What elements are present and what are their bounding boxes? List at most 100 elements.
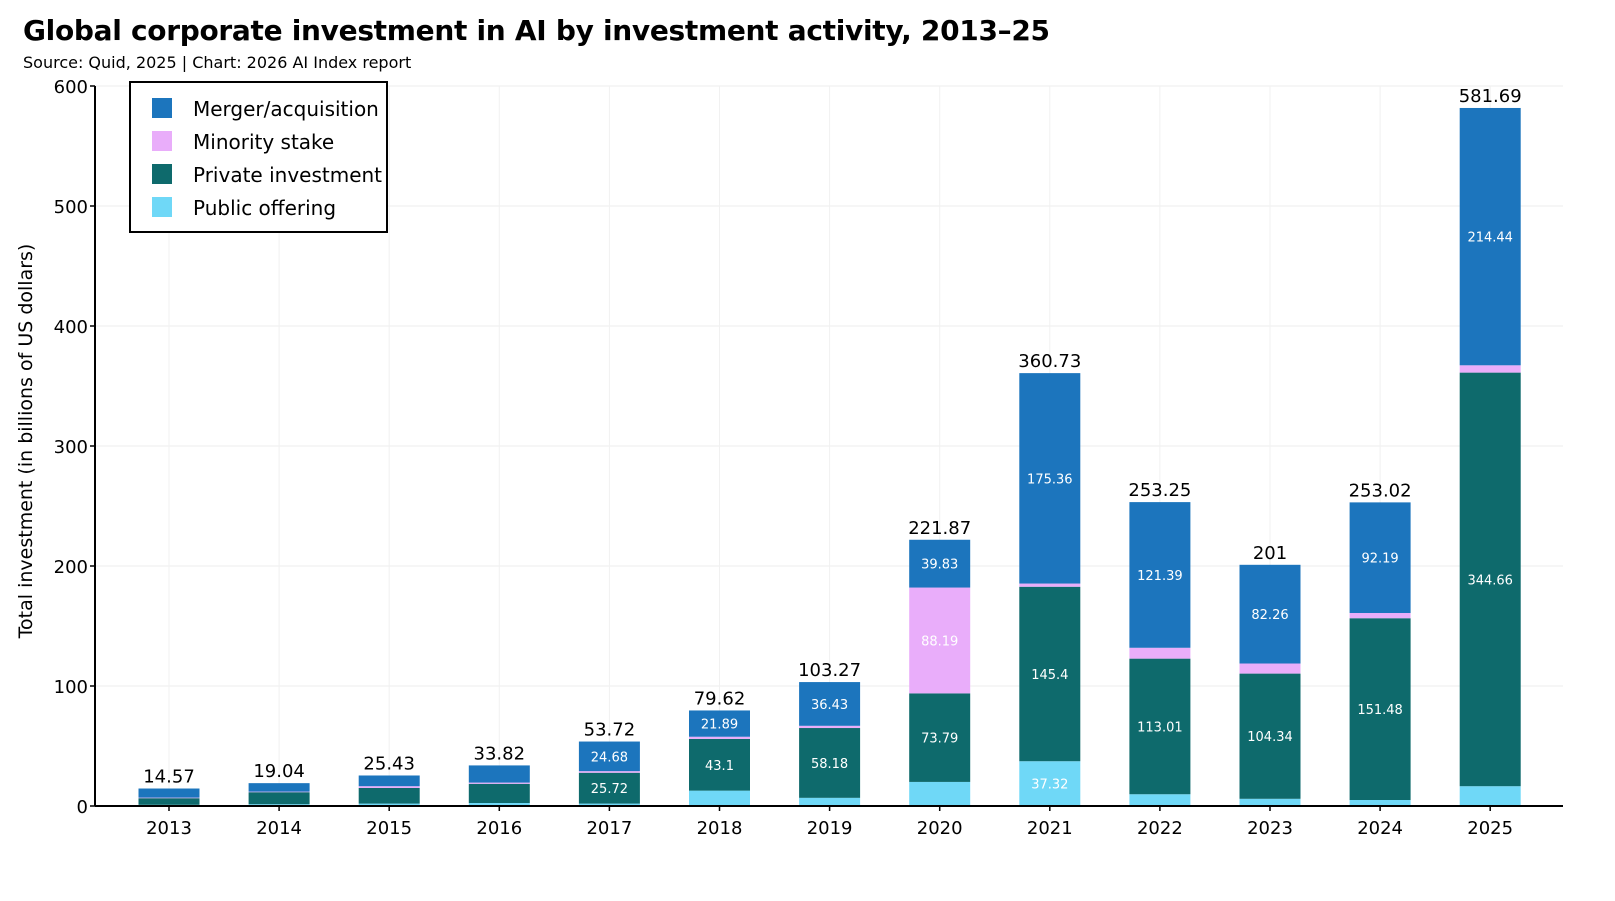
- bar-segment: [358, 803, 420, 806]
- bar-segment: [1459, 107, 1521, 366]
- bar-segment: [358, 788, 420, 804]
- segment-value-label: 113.01: [1137, 720, 1183, 735]
- bar-segment: [1019, 583, 1081, 587]
- chart-subtitle: Source: Quid, 2025 | Chart: 2026 AI Inde…: [23, 53, 412, 72]
- bar-segment: [1349, 613, 1411, 619]
- bar-segment: [578, 772, 640, 804]
- data-labels: 14.57 19.04 25.43 33.82 25.72 24.68 53.72 43.1 2…: [143, 86, 1521, 797]
- bar-segment: [358, 775, 420, 787]
- bar-total-label: 103.27: [798, 660, 861, 681]
- bar-segment: [468, 803, 530, 806]
- bar-total-label: 33.82: [474, 743, 526, 764]
- bar-segment: [799, 728, 861, 798]
- y-axis-title: Total investment (in billions of US doll…: [15, 244, 37, 640]
- bar-segment: [909, 587, 971, 694]
- bar-total-label: 221.87: [908, 518, 971, 539]
- bar-segment: [909, 539, 971, 588]
- segment-value-label: 121.39: [1137, 569, 1183, 584]
- x-tick-label: 2016: [476, 818, 522, 839]
- bar-segment: [1349, 618, 1411, 800]
- bar-segment: [1349, 800, 1411, 806]
- segment-value-label: 88.19: [921, 634, 958, 649]
- bar-segment: [1129, 647, 1191, 659]
- bar-total-label: 53.72: [584, 720, 636, 741]
- bar-segment: [248, 792, 310, 805]
- segment-value-label: 344.66: [1467, 573, 1513, 588]
- bar-total-label: 19.04: [253, 761, 305, 782]
- segment-value-label: 39.83: [921, 558, 958, 573]
- bar-segment: [468, 783, 530, 803]
- x-tick-label: 2019: [807, 818, 853, 839]
- bar-segment: [1019, 373, 1081, 584]
- bar-segment: [1239, 798, 1301, 806]
- bar-segment: [689, 710, 750, 737]
- bar-total-label: 581.69: [1459, 86, 1522, 107]
- legend-swatch: [152, 98, 172, 118]
- y-tick-label: 0: [77, 797, 88, 818]
- bar-segment: [689, 738, 750, 791]
- bar-segment: [138, 798, 200, 805]
- segment-value-label: 145.4: [1031, 668, 1068, 683]
- legend-label: Merger/acquisition: [193, 97, 379, 121]
- y-tick-label: 100: [54, 677, 88, 698]
- y-tick-label: 500: [54, 197, 88, 218]
- segment-value-label: 37.32: [1031, 778, 1068, 793]
- bar-segment: [1459, 365, 1521, 373]
- segment-value-label: 175.36: [1027, 472, 1073, 487]
- legend-label: Private investment: [193, 163, 382, 187]
- segment-value-label: 92.19: [1361, 552, 1398, 567]
- bar-segment: [138, 788, 200, 798]
- bar-segment: [1019, 586, 1081, 762]
- legend-box: [129, 81, 388, 233]
- legend-label: Minority stake: [193, 130, 334, 154]
- segment-value-label: 73.79: [921, 732, 958, 747]
- axes: 0 100 200 300 400 500 600 2013 2014 2015 2016 2017 2…: [54, 77, 1563, 839]
- y-tick-label: 300: [54, 437, 88, 458]
- legend-swatch: [152, 164, 172, 184]
- y-tick-label: 600: [54, 77, 88, 98]
- bar-segment: [248, 783, 310, 792]
- bar-segment: [248, 791, 310, 793]
- bar-segment: [1239, 673, 1301, 799]
- segment-value-label: 24.68: [591, 750, 628, 765]
- bar-segment: [1239, 564, 1301, 664]
- segment-value-label: 151.48: [1357, 703, 1403, 718]
- bar-total-label: 14.57: [143, 767, 195, 788]
- bar-total-label: 253.25: [1128, 480, 1191, 501]
- y-tick-label: 200: [54, 557, 88, 578]
- x-tick-label: 2025: [1467, 818, 1513, 839]
- bar-segment: [578, 771, 640, 773]
- x-tick-label: 2018: [697, 818, 743, 839]
- bar-segment: [468, 765, 530, 783]
- x-tick-label: 2017: [586, 818, 632, 839]
- legend-swatch: [152, 131, 172, 151]
- bar-segment: [1019, 761, 1081, 806]
- bars: [138, 107, 1521, 806]
- bar-total-label: 253.02: [1349, 480, 1412, 501]
- bar-segment: [358, 786, 420, 788]
- segment-value-label: 104.34: [1247, 730, 1293, 745]
- x-tick-label: 2020: [917, 818, 963, 839]
- bar-segment: [1129, 658, 1191, 795]
- bar-segment: [1239, 663, 1301, 674]
- bar-segment: [1349, 502, 1411, 614]
- bar-total-label: 360.73: [1018, 351, 1081, 372]
- x-tick-label: 2015: [366, 818, 412, 839]
- segment-value-label: 43.1: [705, 759, 734, 774]
- legend-swatch: [152, 197, 172, 217]
- bar-segment: [799, 682, 861, 726]
- bar-segment: [138, 797, 200, 799]
- legend: Merger/acquisition Minority stake Private …: [129, 81, 388, 233]
- bar-segment: [468, 782, 530, 784]
- x-tick-label: 2022: [1137, 818, 1183, 839]
- segment-value-label: 82.26: [1251, 608, 1288, 623]
- x-tick-label: 2023: [1247, 818, 1293, 839]
- x-tick-label: 2021: [1027, 818, 1073, 839]
- chart-title: Global corporate investment in AI by inv…: [23, 14, 1050, 47]
- bar-total-label: 79.62: [694, 688, 746, 709]
- x-tick-label: 2013: [146, 818, 192, 839]
- bar-segment: [1459, 372, 1521, 787]
- segment-value-label: 36.43: [811, 698, 848, 713]
- segment-value-label: 25.72: [591, 782, 628, 797]
- bar-segment: [689, 790, 750, 806]
